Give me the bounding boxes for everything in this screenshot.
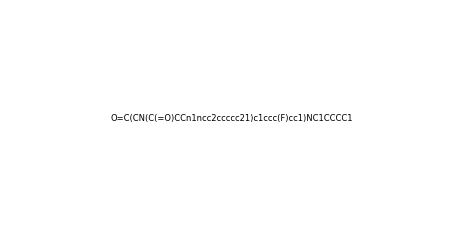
Text: O=C(CN(C(=O)CCn1ncc2ccccc21)c1ccc(F)cc1)NC1CCCC1: O=C(CN(C(=O)CCn1ncc2ccccc21)c1ccc(F)cc1)… (111, 114, 352, 124)
